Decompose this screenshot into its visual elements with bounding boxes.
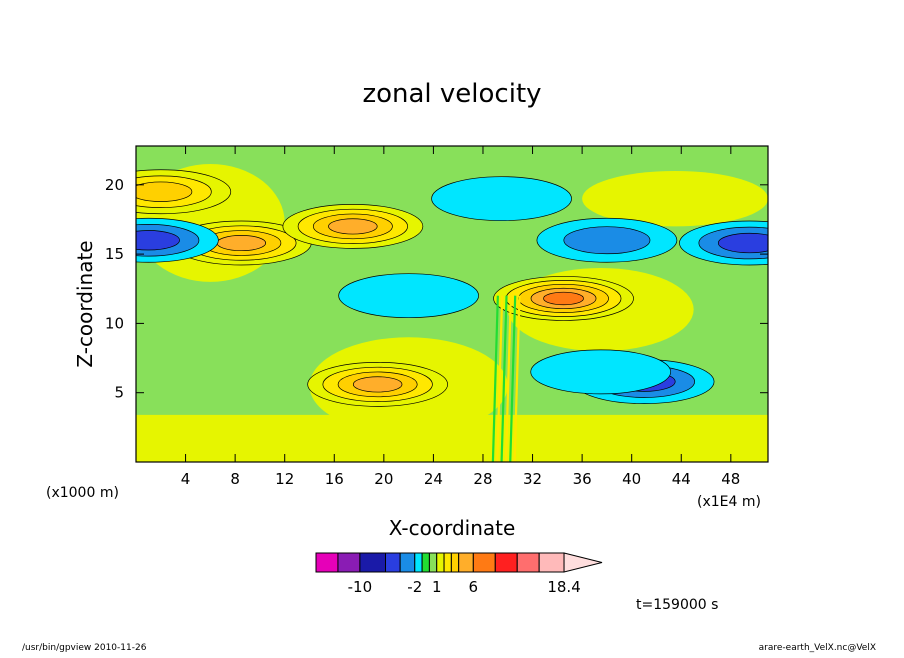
colorbar-cell — [450, 552, 460, 573]
colorbar-label: 18.4 — [547, 578, 580, 596]
x-tick-label: 32 — [523, 470, 542, 488]
y-ticks: 5 10 15 20 — [105, 176, 768, 402]
colorbar-cell — [385, 552, 401, 573]
contour-ring — [543, 291, 584, 306]
contour-ring — [530, 349, 672, 395]
colorbar-cell — [399, 552, 416, 573]
field-feature — [530, 349, 672, 395]
field-feature — [136, 169, 232, 215]
streak — [513, 295, 521, 462]
contour-ring — [563, 226, 651, 255]
x-tick-label: 12 — [275, 470, 294, 488]
colorbar-cell — [337, 552, 361, 573]
colorbar-cell — [494, 552, 518, 573]
y-tick-label: 10 — [105, 314, 124, 332]
colorbar-cell — [421, 552, 430, 573]
field-feature — [431, 176, 572, 222]
colorbar-label: -2 — [407, 578, 422, 596]
colorbar-label: 1 — [432, 578, 442, 596]
colorbar-cell — [436, 552, 445, 573]
contour-ring — [136, 181, 193, 202]
streak — [504, 295, 512, 462]
colorbar: -10 -2 1 6 18.4 — [315, 552, 603, 596]
contour-ring — [352, 376, 403, 393]
x-unit-label: (x1E4 m) — [697, 494, 761, 510]
colorbar-cell — [472, 552, 496, 573]
field-feature — [307, 362, 448, 407]
y-tick-label: 5 — [114, 384, 124, 402]
contour-ring — [717, 232, 768, 254]
colorbar-cell — [538, 552, 565, 573]
x-tick-label: 20 — [374, 470, 393, 488]
streak — [509, 295, 517, 462]
contour-ring — [216, 235, 267, 252]
x-ticks: 4 8 12 16 20 24 28 32 36 40 44 48 — [181, 146, 740, 488]
colorbar-cell — [458, 552, 474, 573]
contour-ring — [136, 230, 180, 251]
x-tick-label: 44 — [672, 470, 691, 488]
colorbar-cell — [315, 552, 339, 573]
streak — [496, 295, 504, 462]
colorbar-label: 6 — [469, 578, 479, 596]
contour-ring — [431, 176, 572, 222]
chart-title: zonal velocity — [362, 79, 541, 109]
x-tick-label: 48 — [721, 470, 740, 488]
footer-right: arare-earth_VelX.nc@VelX — [759, 643, 876, 653]
contour-ring — [338, 273, 479, 319]
surface-layer — [136, 414, 768, 462]
colorbar-cell — [428, 552, 438, 573]
plot-frame — [135, 145, 769, 463]
velocity-field — [136, 146, 768, 462]
x-tick-label: 16 — [325, 470, 344, 488]
field-feature — [338, 273, 479, 319]
x-tick-label: 36 — [573, 470, 592, 488]
field-feature — [136, 217, 219, 263]
colorbar-cell — [414, 552, 423, 573]
x-axis-label: X-coordinate — [389, 516, 516, 540]
footer-left: /usr/bin/gpview 2010-11-26 — [22, 643, 147, 653]
field-band — [582, 170, 768, 227]
x-tick-label: 24 — [424, 470, 443, 488]
colorbar-label: -10 — [348, 578, 373, 596]
streak — [491, 295, 499, 462]
x-tick-label: 4 — [181, 470, 191, 488]
colorbar-cell — [563, 552, 603, 573]
y-axis-label: Z-coordinate — [73, 240, 97, 367]
field-feature — [679, 220, 768, 266]
streak — [500, 295, 508, 462]
time-label: t=159000 s — [636, 597, 718, 613]
central-disturbance — [491, 295, 521, 462]
y-tick-label: 20 — [105, 176, 124, 194]
colorbar-cell — [443, 552, 452, 573]
x-tick-label: 8 — [230, 470, 240, 488]
x-tick-label: 40 — [622, 470, 641, 488]
field-feature — [536, 217, 678, 263]
field-feature — [282, 204, 424, 249]
field-feature — [493, 276, 634, 321]
colorbar-cell — [359, 552, 387, 573]
y-tick-label: 15 — [105, 245, 124, 263]
contour-ring — [328, 218, 378, 235]
colorbar-cell — [516, 552, 540, 573]
y-unit-label: (x1000 m) — [46, 485, 119, 501]
x-tick-label: 28 — [473, 470, 492, 488]
